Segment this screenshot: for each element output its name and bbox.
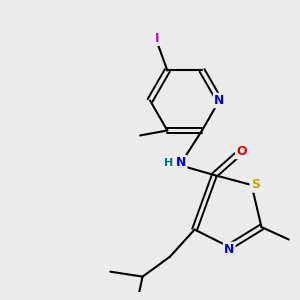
Text: S: S xyxy=(251,178,260,191)
Text: O: O xyxy=(236,145,247,158)
Text: I: I xyxy=(155,32,160,45)
Text: N: N xyxy=(176,156,186,169)
Text: N: N xyxy=(214,94,224,107)
Text: H: H xyxy=(164,158,173,168)
Text: N: N xyxy=(224,243,234,256)
